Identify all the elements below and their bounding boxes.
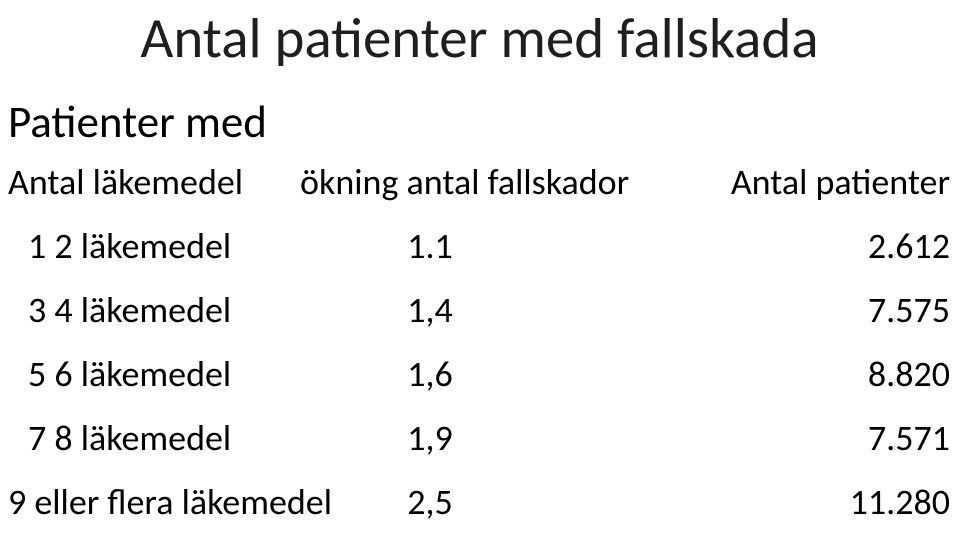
table-row-right: 2.612	[868, 224, 950, 268]
column-header-left-a: Antal läkemedel	[8, 160, 243, 204]
table-row-label: 3 4 läkemedel	[28, 288, 231, 332]
column-header-left-b: ökning antal fallskador	[300, 160, 629, 204]
table-row-mid: 1,9	[407, 416, 452, 460]
subtitle: Patienter med	[8, 95, 267, 150]
slide-title: Antal patienter med fallskada	[0, 4, 959, 73]
table-row-label: 5 6 läkemedel	[28, 352, 231, 396]
table-row-mid: 2,5	[407, 480, 452, 524]
table-row-mid: 1,6	[407, 352, 452, 396]
table-row-mid: 1,4	[407, 288, 452, 332]
table-row-label: 9 eller flera läkemedel	[8, 480, 332, 524]
table-row-right: 7.571	[868, 416, 950, 460]
slide: { "title": "Antal patienter med fallskad…	[0, 0, 959, 536]
table-row-label: 1 2 läkemedel	[28, 224, 231, 268]
table-row-right: 8.820	[868, 352, 950, 396]
table-row-mid: 1.1	[407, 224, 453, 268]
table-row-right: 7.575	[868, 288, 950, 332]
column-header-right: Antal patienter	[731, 160, 950, 204]
table-row-right: 11.280	[850, 480, 950, 524]
table-row-label: 7 8 läkemedel	[28, 416, 231, 460]
